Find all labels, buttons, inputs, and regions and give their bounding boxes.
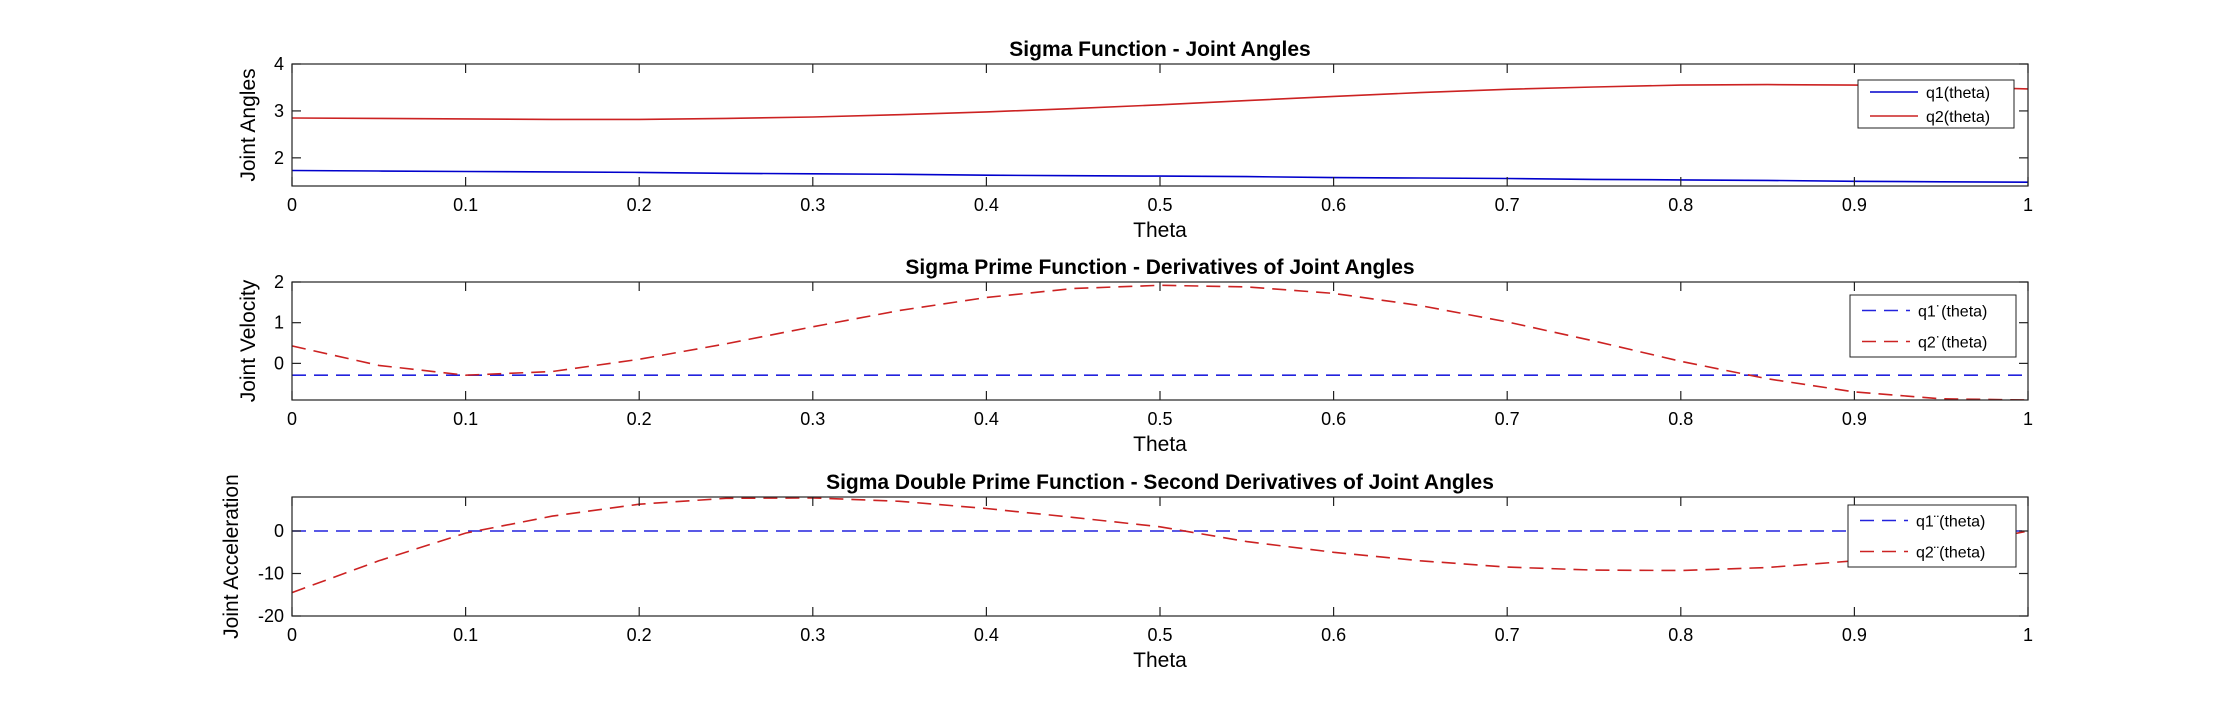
x-tick-label: 0.8 [1668,625,1693,645]
x-tick-label: 0.6 [1321,409,1346,429]
x-tick-label: 0.1 [453,625,478,645]
x-tick-label: 0.5 [1147,625,1172,645]
x-tick-label: 0 [287,409,297,429]
x-tick-label: 0 [287,195,297,215]
y-tick-label: 0 [274,521,284,541]
y-axis-label: Joint Acceleration [220,474,243,639]
series-line-2 [292,284,2028,400]
y-tick-label: 3 [274,101,284,121]
subplot-1: 0 0.1 0.2 0.3 0.4 0.5 0.6 0.7 0.8 0.9 1 2 3 4 Sigma Fu… [237,38,2033,242]
x-tick-label: 0.6 [1321,625,1346,645]
y-axis-label: Joint Angles [237,68,260,181]
y-tick-label: -10 [258,564,284,584]
x-tick-label: 0.5 [1147,409,1172,429]
x-tick-label: 0.2 [627,625,652,645]
legend-box [1849,294,2017,358]
x-tick-label: 0.3 [800,195,825,215]
series-line-1 [292,169,2028,183]
x-tick-label: 1 [2023,409,2033,429]
x-tick-label: 0.9 [1842,409,1867,429]
chart-title: Sigma Double Prime Function - Second Der… [826,471,1494,494]
chart-title: Sigma Prime Function - Derivatives of Jo… [905,256,1414,279]
x-tick-label: 0.7 [1495,625,1520,645]
y-tick-label: 2 [274,272,284,292]
legend-entry: q1¨(theta) [1916,514,1985,531]
x-tick-label: 1 [2023,195,2033,215]
legend-entry: q1(theta) [1926,85,1990,102]
series-line-2 [292,497,2028,594]
x-axis-label: Theta [1133,219,1187,242]
legend-box [1847,504,2017,568]
x-tick-label: 0.1 [453,195,478,215]
x-tick-label: 0.3 [800,625,825,645]
x-tick-label: 0.3 [800,409,825,429]
x-tick-label: 0.4 [974,625,999,645]
x-tick-label: 0.2 [627,409,652,429]
legend: q1˙(theta) q2˙(theta) [1849,294,2017,358]
y-axis-label: Joint Velocity [237,279,260,402]
x-tick-label: 0.4 [974,195,999,215]
x-tick-label: 0.8 [1668,195,1693,215]
legend-entry: q2(theta) [1926,109,1990,126]
y-tick-label: 2 [274,148,284,168]
x-tick-label: 0.2 [627,195,652,215]
x-tick-label: 0.1 [453,409,478,429]
x-tick-label: 0.8 [1668,409,1693,429]
legend: q1(theta) q2(theta) [1857,79,2015,129]
x-axis-label: Theta [1133,649,1187,672]
x-tick-label: 0.6 [1321,195,1346,215]
axes-box [291,63,2029,187]
x-tick-label: 1 [2023,625,2033,645]
x-tick-label: 0 [287,625,297,645]
axes-box [291,281,2029,401]
subplot-3: 0 0.1 0.2 0.3 0.4 0.5 0.6 0.7 0.8 0.9 1 -20 -10 0 Sigm… [220,471,2033,672]
y-tick-label: 0 [274,353,284,373]
x-axis-label: Theta [1133,433,1187,456]
legend: q1¨(theta) q2¨(theta) [1847,504,2017,568]
axes-box [291,496,2029,617]
x-tick-label: 0.5 [1147,195,1172,215]
x-tick-label: 0.9 [1842,195,1867,215]
series-line-2 [292,83,2028,121]
chart-title: Sigma Function - Joint Angles [1009,38,1310,61]
x-tick-label: 0.7 [1495,409,1520,429]
x-tick-label: 0.7 [1495,195,1520,215]
legend-entry: q2˙(theta) [1918,335,1987,352]
legend-box [1857,79,2015,129]
x-tick-label: 0.9 [1842,625,1867,645]
subplot-2: 0 0.1 0.2 0.3 0.4 0.5 0.6 0.7 0.8 0.9 1 0 1 2 Sigma Pr… [237,256,2033,456]
x-tick-label: 0.4 [974,409,999,429]
legend-entry: q1˙(theta) [1918,304,1987,321]
legend-entry: q2¨(theta) [1916,545,1985,562]
y-tick-label: 1 [274,313,284,333]
y-tick-label: 4 [274,54,284,74]
y-tick-label: -20 [258,606,284,626]
